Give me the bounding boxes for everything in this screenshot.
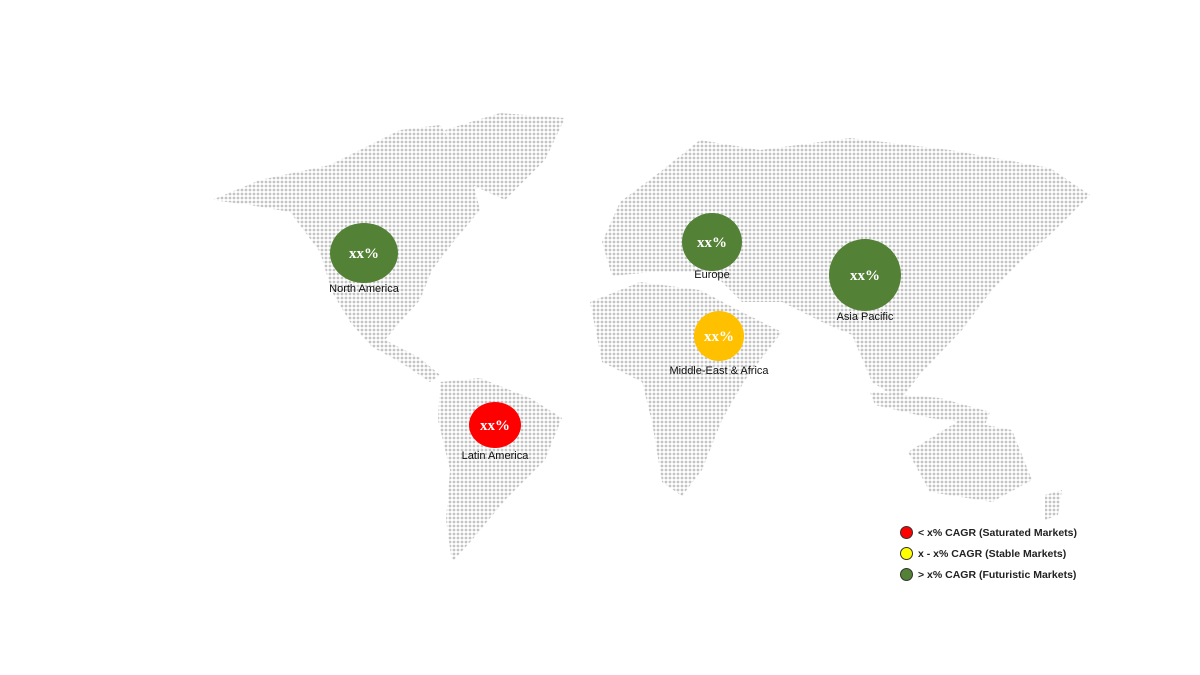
region-label: Middle-East & Africa xyxy=(669,365,769,377)
legend: < x% CAGR (Saturated Markets) x - x% CAGR… xyxy=(900,522,1077,585)
region-bubble xyxy=(829,239,901,311)
continents xyxy=(212,113,1090,562)
region-label: Latin America xyxy=(462,450,530,462)
legend-dot-icon xyxy=(900,526,913,539)
region-value: xx% xyxy=(704,329,734,345)
region-bubble xyxy=(682,213,742,271)
region-bubble xyxy=(694,311,744,361)
indonesia-land xyxy=(870,392,990,425)
south-america-land xyxy=(438,378,562,562)
region-label: Asia Pacific xyxy=(837,311,894,323)
legend-label: x - x% CAGR (Stable Markets) xyxy=(918,547,1067,560)
region-value: xx% xyxy=(349,246,379,262)
legend-item-saturated: < x% CAGR (Saturated Markets) xyxy=(900,522,1077,543)
region-value: xx% xyxy=(697,235,727,251)
legend-item-futuristic: > x% CAGR (Futuristic Markets) xyxy=(900,564,1077,585)
africa-land xyxy=(590,282,782,496)
region-asia-pacific: xx% Asia Pacific xyxy=(829,239,901,323)
legend-dot-icon xyxy=(900,547,913,560)
region-middle-east-africa: xx% Middle-East & Africa xyxy=(669,311,769,377)
new-zealand-land xyxy=(1045,490,1062,520)
region-latin-america: xx% Latin America xyxy=(462,402,530,462)
legend-dot-icon xyxy=(900,568,913,581)
region-bubbles: xx% North America xx% Europe xx% Asia Pacific… xyxy=(329,213,901,462)
legend-label: > x% CAGR (Futuristic Markets) xyxy=(918,568,1077,581)
australia-land xyxy=(908,420,1032,502)
region-value: xx% xyxy=(850,268,880,284)
greenland-land xyxy=(445,113,565,200)
region-bubble xyxy=(469,402,521,448)
region-europe: xx% Europe xyxy=(682,213,742,281)
region-label: North America xyxy=(329,283,400,295)
region-north-america: xx% North America xyxy=(329,223,400,295)
legend-label: < x% CAGR (Saturated Markets) xyxy=(918,526,1078,539)
region-bubble xyxy=(330,223,398,283)
region-label: Europe xyxy=(694,269,729,281)
region-value: xx% xyxy=(480,418,510,434)
legend-item-stable: x - x% CAGR (Stable Markets) xyxy=(900,543,1077,564)
